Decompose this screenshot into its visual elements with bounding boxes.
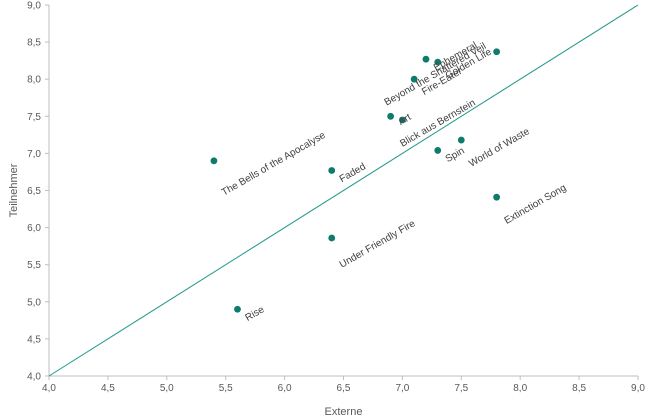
data-label: World of Waste xyxy=(467,126,532,170)
data-point xyxy=(434,147,442,154)
data-point xyxy=(457,136,465,144)
x-tick-label: 5,0 xyxy=(160,383,174,394)
y-tick-label: 8,5 xyxy=(27,38,41,49)
y-axis-title: Teilnehmer xyxy=(8,163,20,217)
y-axis-ticks: 4,0 4,5 5,0 5,5 6,0 6,5 7,0 7,5 8,0 8,5 9,0 xyxy=(27,1,49,383)
x-tick-label: 8,0 xyxy=(513,383,527,394)
y-tick-label: 6,0 xyxy=(27,223,41,234)
data-labels: Rise The Bells of the Apocalyse Faded Under… xyxy=(220,40,568,324)
data-label: Faded xyxy=(338,161,368,185)
data-label: Extinction Song xyxy=(503,182,569,226)
data-point xyxy=(493,48,501,56)
y-tick-label: 5,5 xyxy=(27,260,41,271)
data-point xyxy=(493,193,501,201)
y-tick-label: 9,0 xyxy=(27,1,41,12)
data-label: The Bells of the Apocalyse xyxy=(220,130,328,199)
data-point xyxy=(210,157,218,165)
y-tick-label: 5,0 xyxy=(27,297,41,308)
data-point xyxy=(434,58,442,66)
x-tick-label: 7,0 xyxy=(395,383,409,394)
x-tick-label: 6,0 xyxy=(278,383,292,394)
y-tick-label: 7,0 xyxy=(27,149,41,160)
y-tick-label: 6,5 xyxy=(27,186,41,197)
data-point xyxy=(328,234,336,242)
x-axis-ticks: 4,0 4,5 5,0 5,5 6,0 6,5 7,0 7,5 8,0 8,5 9,0 xyxy=(42,376,645,394)
data-point xyxy=(328,167,336,174)
data-label: Rise xyxy=(243,304,266,324)
data-point xyxy=(410,75,418,83)
x-tick-label: 7,5 xyxy=(454,383,468,394)
data-label: Art xyxy=(397,112,414,128)
x-tick-label: 5,5 xyxy=(219,383,233,394)
data-point xyxy=(422,55,430,63)
x-tick-label: 4,5 xyxy=(101,383,115,394)
x-tick-label: 8,5 xyxy=(572,383,586,394)
x-tick-label: 4,0 xyxy=(42,383,56,394)
data-point xyxy=(387,112,395,120)
y-tick-label: 8,0 xyxy=(27,75,41,86)
reference-diagonal-line xyxy=(48,4,639,377)
y-tick-label: 4,0 xyxy=(27,372,41,383)
data-point xyxy=(399,116,406,124)
data-point xyxy=(234,305,241,313)
y-tick-label: 7,5 xyxy=(27,112,41,123)
data-label: Under Friendly Fire xyxy=(338,218,418,271)
data-points xyxy=(210,48,501,313)
data-label: Spin xyxy=(444,145,467,165)
x-axis-title: Externe xyxy=(325,406,363,418)
x-tick-label: 6,5 xyxy=(337,383,351,394)
y-tick-label: 4,5 xyxy=(27,334,41,345)
x-tick-label: 9,0 xyxy=(631,383,645,394)
data-label: Blick aus Bernstein xyxy=(398,98,477,150)
